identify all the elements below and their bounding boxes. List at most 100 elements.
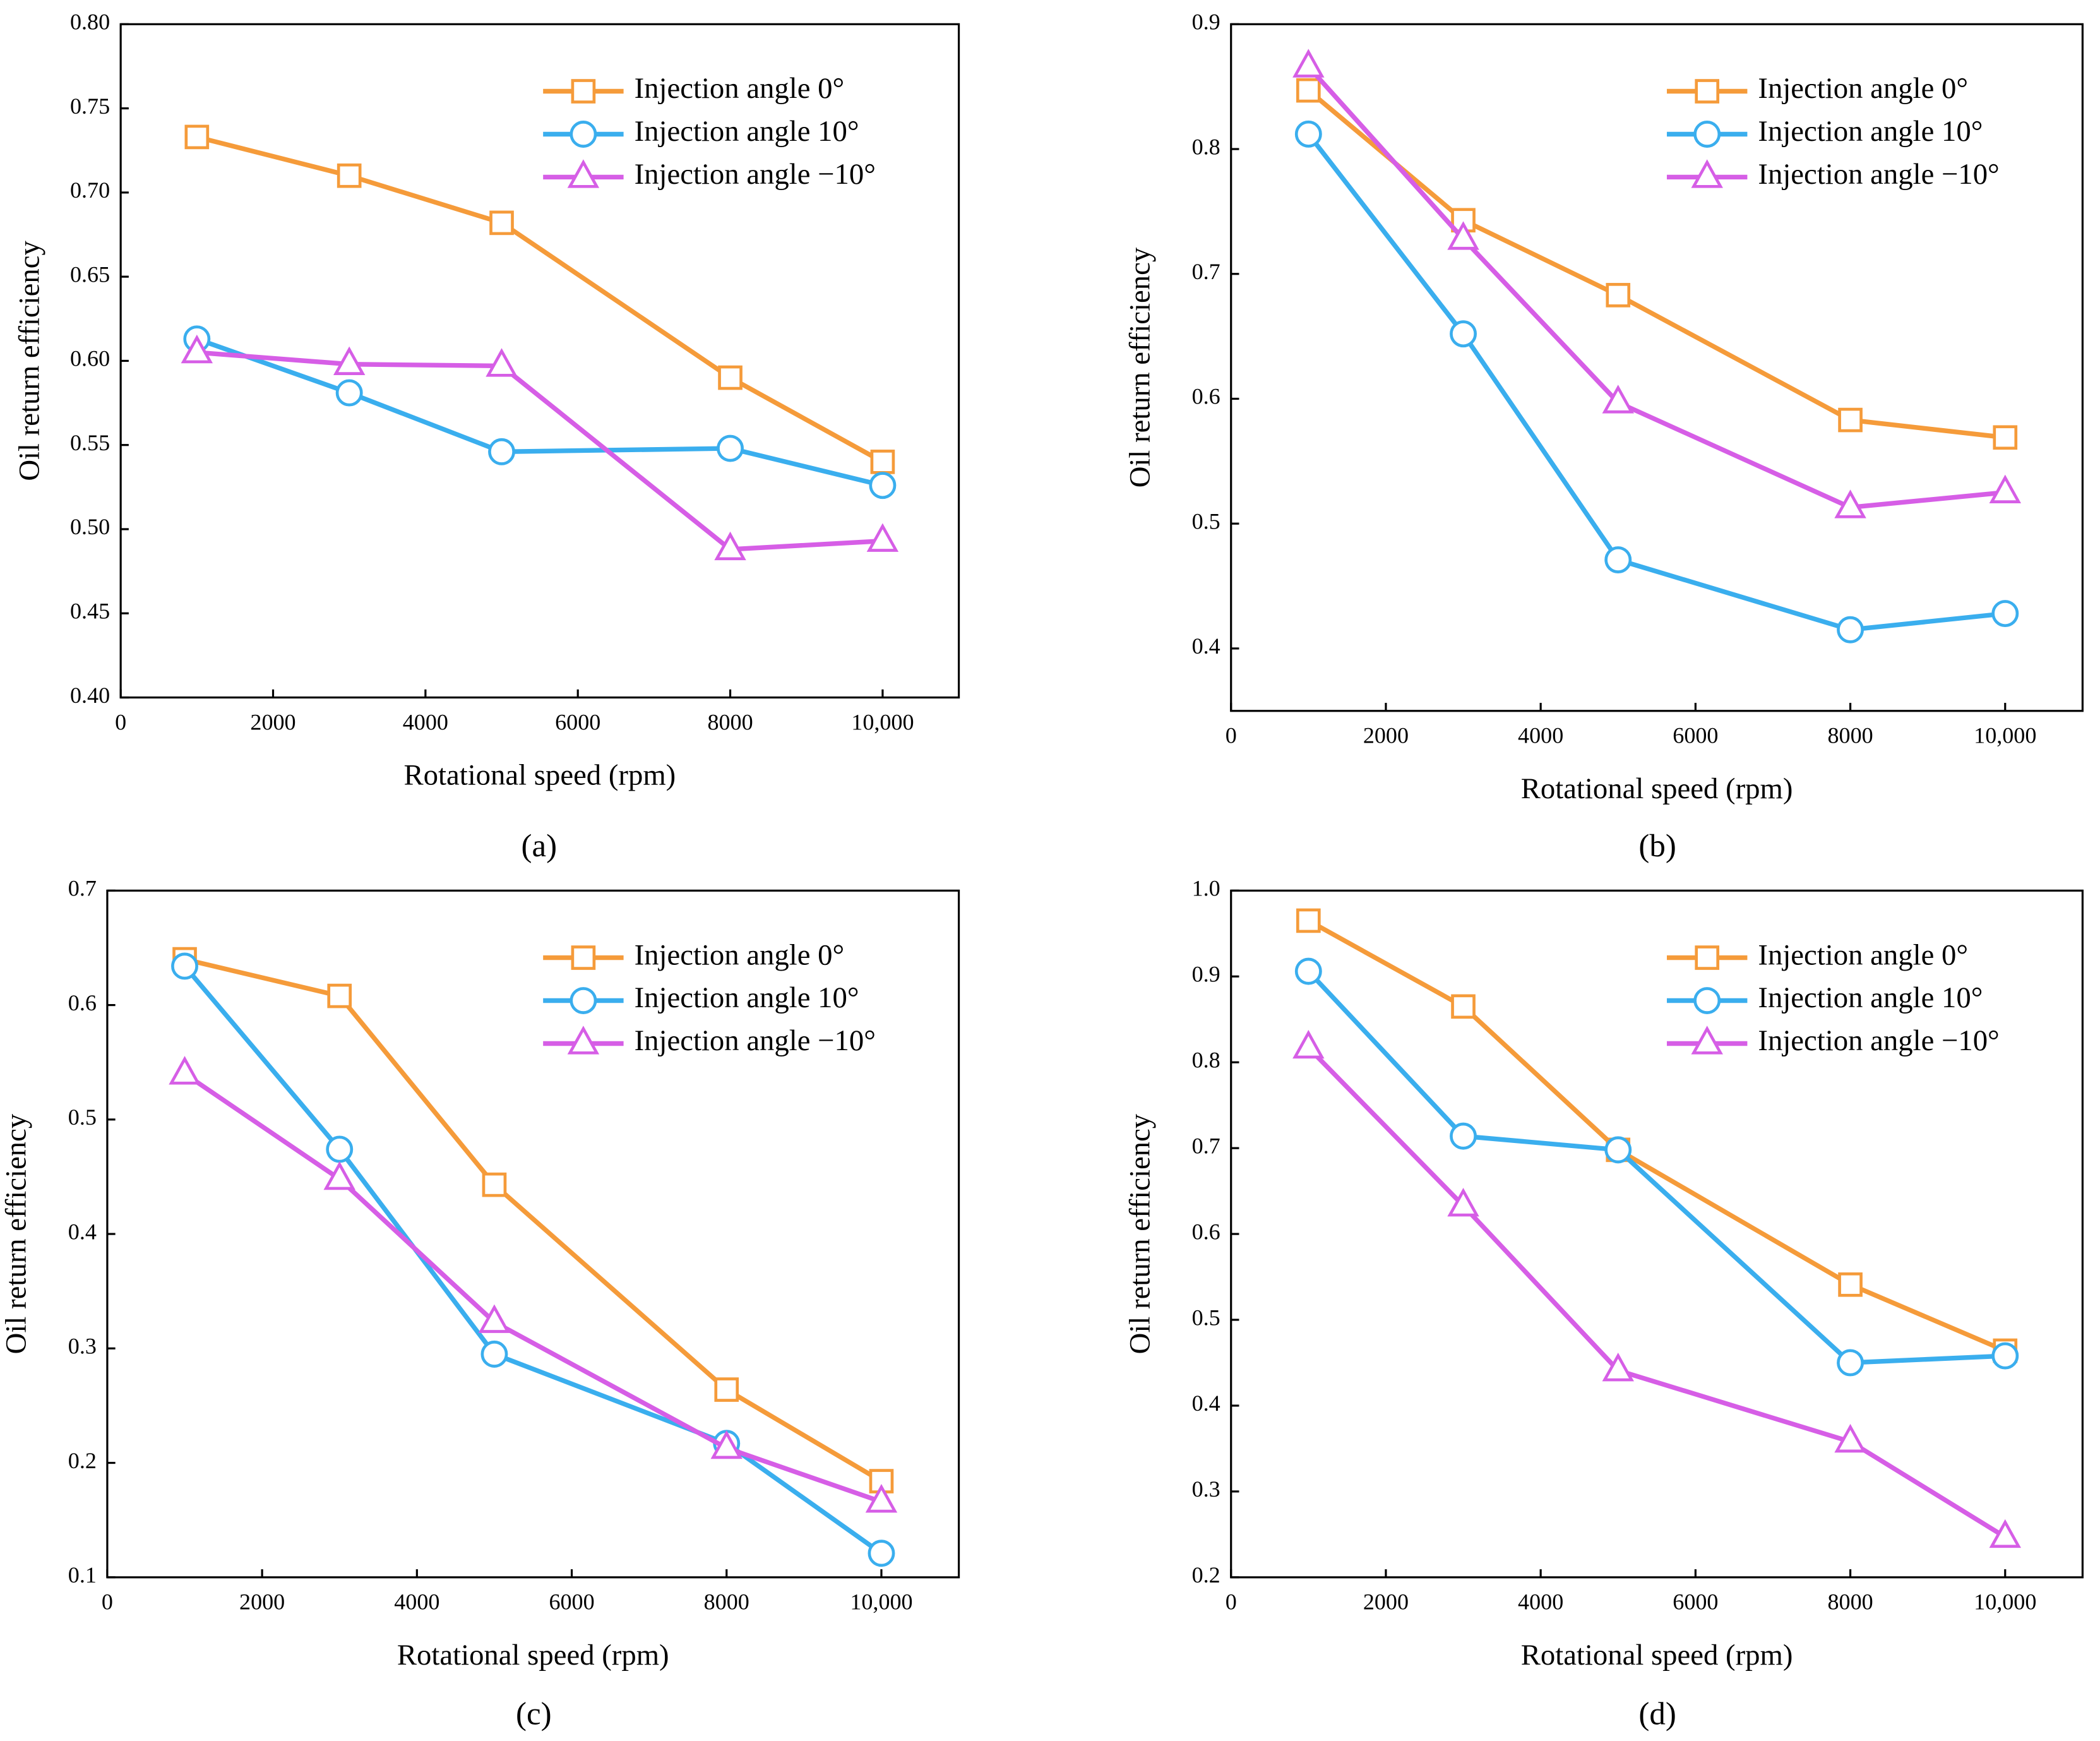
marker [478,1304,511,1333]
marker [1602,385,1634,414]
legend-label: Injection angle 10° [635,115,859,148]
legend-entry: Injection angle −10° [1666,1024,2000,1057]
y-tick-label: 0.2 [1192,1562,1220,1588]
x-axis-title: Rotational speed (rpm) [403,759,676,792]
x-tick-label: 10,000 [850,1589,912,1615]
y-tick-label: 0.9 [1192,962,1220,987]
marker [1294,120,1322,148]
x-tick-label: 2000 [239,1589,285,1615]
x-tick-label: 4000 [394,1589,439,1615]
marker [1837,1349,1864,1377]
legend-label: Injection angle −10° [1758,1024,1999,1057]
y-tick-label: 0.65 [70,261,110,287]
marker [1450,320,1477,348]
y-tick-label: 0.9 [1192,9,1220,35]
marker [480,1340,508,1368]
marker [1693,987,1721,1014]
panel-label: (b) [1638,829,1676,864]
y-tick-label: 0.7 [68,876,97,901]
legend-label: Injection angle −10° [1758,158,1999,191]
x-tick-label: 10,000 [1974,1589,2036,1615]
x-tick-label: 4000 [1518,1589,1563,1615]
x-tick-label: 6000 [1673,1589,1718,1615]
marker [1602,1353,1634,1382]
legend-entry: Injection angle 0° [1666,938,1968,971]
plot-frame [1230,23,2084,712]
subplot: 0 2000 4000 6000 8000 10,000 0.4 0.5 0.6 0.7 0.8 0.… [1123,9,2084,864]
y-tick-label: 0.6 [1192,1219,1220,1244]
marker [323,1161,355,1190]
y-axis-title: Oil return efficiency [1123,247,1156,488]
marker [714,1377,739,1402]
legend-entry: Injection angle −10° [543,1024,876,1057]
x-axis-title: Rotational speed (rpm) [397,1639,669,1672]
marker [1991,1342,2019,1370]
x-tick-label: 8000 [704,1589,749,1615]
x-tick-label: 2000 [250,709,295,734]
marker [489,210,514,236]
y-tick-label: 0.3 [68,1334,97,1359]
marker [169,1056,201,1085]
y-tick-label: 0.75 [70,93,110,119]
marker [570,121,597,148]
x-tick-label: 2000 [1363,1589,1409,1615]
x-tick-label: 8000 [1827,723,1873,748]
x-tick-label: 8000 [1827,1589,1873,1615]
x-tick-label: 8000 [707,709,753,734]
marker [1604,546,1632,573]
y-tick-label: 0.7 [1192,1133,1220,1158]
marker [184,124,210,150]
marker [870,450,895,474]
x-tick-label: 6000 [1673,723,1718,748]
y-tick-label: 0.4 [68,1219,97,1244]
marker [486,348,518,377]
legend-label: Injection angle 0° [635,938,845,971]
marker [1989,1519,2021,1548]
panel-label: (a) [522,829,558,864]
subplot: 0 2000 4000 6000 8000 10,000 0.40 0.45 0.50 0.55 0… [13,9,960,864]
legend-entry: Injection angle 10° [543,115,859,148]
marker [326,1135,354,1163]
marker [337,163,362,188]
y-tick-label: 1.0 [1192,876,1220,901]
series-line [1306,1046,2007,1540]
series-line [1306,133,2006,633]
marker [1691,159,1723,188]
marker [571,945,596,970]
y-axis-title: Oil return efficiency [13,241,46,481]
marker [571,79,596,104]
marker [567,1026,600,1055]
y-tick-label: 0.5 [1192,1305,1220,1330]
x-tick-label: 6000 [555,709,600,734]
marker [482,1172,507,1197]
legend-label: Injection angle 10° [1758,115,1983,148]
marker [1838,407,1863,433]
x-tick-label: 0 [1226,723,1237,748]
marker [1837,616,1864,643]
y-tick-label: 0.70 [70,177,110,203]
marker [488,438,515,465]
marker [714,531,746,561]
y-tick-label: 0.80 [70,9,110,35]
marker [718,365,743,390]
y-tick-label: 0.5 [68,1104,97,1130]
legend-label: Injection angle 0° [1758,938,1968,971]
y-tick-label: 0.4 [1192,1391,1220,1416]
marker [710,1430,743,1459]
y-tick-label: 0.7 [1192,259,1220,284]
marker [1296,78,1321,103]
marker [333,346,366,375]
x-tick-label: 4000 [1518,723,1563,748]
y-axis-title: Oil return efficiency [1123,1113,1156,1354]
legend-entry: Injection angle 0° [543,72,844,105]
subplot: 0 2000 4000 6000 8000 10,000 0.2 0.3 0.4 0.5 0.6 0.… [1123,876,2084,1732]
marker [1447,221,1479,250]
legend-label: Injection angle 0° [1758,72,1968,105]
marker [567,159,600,188]
y-tick-label: 0.40 [70,683,110,708]
subplot: 0 2000 4000 6000 8000 10,000 0.1 0.2 0.3 0.4 0.5 0.… [0,876,960,1732]
legend-entry: Injection angle −10° [543,158,876,191]
marker [181,334,213,364]
marker [1292,49,1325,78]
